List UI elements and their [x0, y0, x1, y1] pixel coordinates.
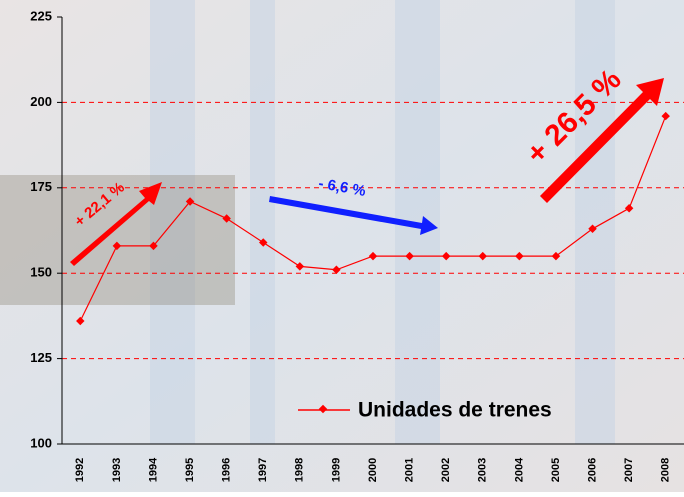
x-tick-label: 2000 — [367, 458, 379, 482]
x-tick-label: 2004 — [513, 457, 525, 482]
x-tick-label: 1995 — [184, 458, 196, 482]
x-tick-label: 2001 — [403, 458, 415, 482]
x-tick-label: 2008 — [660, 458, 672, 482]
y-tick-label: 200 — [30, 94, 52, 109]
x-tick-label: 1997 — [257, 458, 269, 482]
y-tick-label: 100 — [30, 435, 52, 450]
x-tick-label: 1993 — [111, 458, 123, 482]
y-tick-label: 225 — [30, 8, 52, 23]
x-tick-label: 1998 — [294, 458, 306, 482]
x-tick-label: 2006 — [586, 458, 598, 482]
y-tick-label: 125 — [30, 350, 52, 365]
x-tick-label: 1999 — [330, 458, 342, 482]
x-tick-label: 2002 — [440, 458, 452, 482]
x-tick-label: 2005 — [550, 458, 562, 482]
x-tick-label: 1996 — [221, 458, 233, 482]
x-tick-label: 1994 — [147, 457, 159, 482]
chart: 100 125 150 175 200 225 1992 1993 1994 1995 1996 19… — [0, 0, 684, 492]
x-tick-label: 1992 — [74, 458, 86, 482]
x-tick-label: 2003 — [477, 458, 489, 482]
bg-pillar — [575, 0, 615, 444]
bg-pillar — [250, 0, 275, 444]
legend-label: Unidades de trenes — [358, 399, 552, 422]
x-tick-label: 2007 — [623, 458, 635, 482]
y-tick-label: 150 — [30, 265, 52, 280]
y-tick-label: 175 — [30, 179, 52, 194]
